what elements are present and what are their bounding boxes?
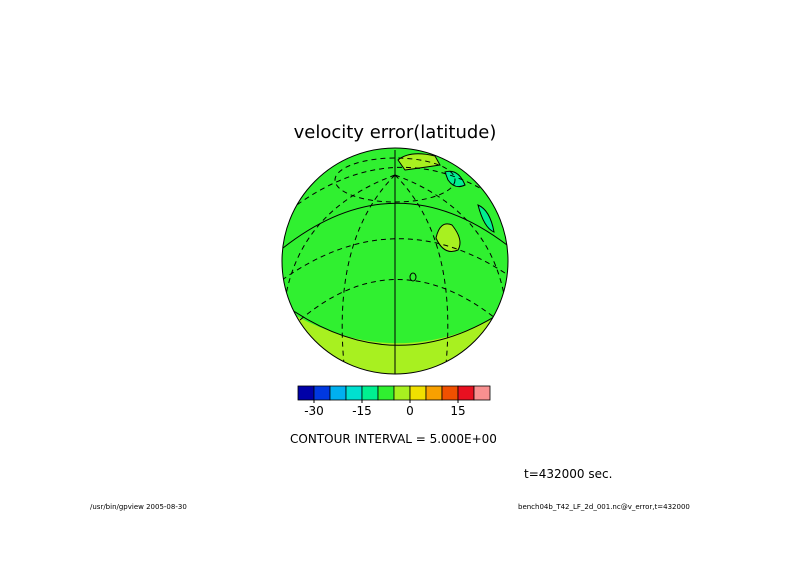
colorbar-tick-label: 0 xyxy=(406,404,414,418)
footer-right: bench04b_T42_LF_2d_001.nc@v_error,t=4320… xyxy=(518,503,690,511)
contour-interval: CONTOUR INTERVAL = 5.000E+00 xyxy=(290,432,497,446)
footer-left: /usr/bin/gpview 2005-08-30 xyxy=(90,503,187,511)
colorbar-box xyxy=(297,385,315,401)
contour-blob xyxy=(409,272,417,282)
colorbar-box xyxy=(345,385,363,401)
colorbar-box xyxy=(313,385,331,401)
latitude-line xyxy=(289,166,501,211)
contour-blob xyxy=(397,153,441,171)
colorbar: -30 -15 0 15 xyxy=(297,385,491,418)
colorbar-tick-label: 15 xyxy=(450,404,465,418)
meridian xyxy=(284,174,396,301)
latitude-line xyxy=(282,238,508,281)
globe-outline xyxy=(281,147,509,375)
colorbar-box xyxy=(473,385,491,401)
meridian xyxy=(341,174,396,374)
meridian xyxy=(394,174,449,374)
colorbar-box xyxy=(393,385,411,401)
globe xyxy=(281,147,509,375)
colorbar-tick-label: -30 xyxy=(304,404,324,418)
colorbar-box xyxy=(457,385,475,401)
colorbar-tick-label: -15 xyxy=(352,404,372,418)
contour-blob xyxy=(477,204,495,233)
colorbar-box xyxy=(425,385,443,401)
title: velocity error(latitude) xyxy=(294,122,497,143)
colorbar-box xyxy=(441,385,459,401)
colorbar-box xyxy=(329,385,347,401)
time-label: t=432000 sec. xyxy=(524,467,612,481)
meridian xyxy=(394,174,506,301)
contour-blob xyxy=(435,223,461,252)
latitude-line xyxy=(299,279,496,321)
colorbar-box xyxy=(361,385,379,401)
colorbar-box xyxy=(377,385,395,401)
colorbar-box xyxy=(409,385,427,401)
